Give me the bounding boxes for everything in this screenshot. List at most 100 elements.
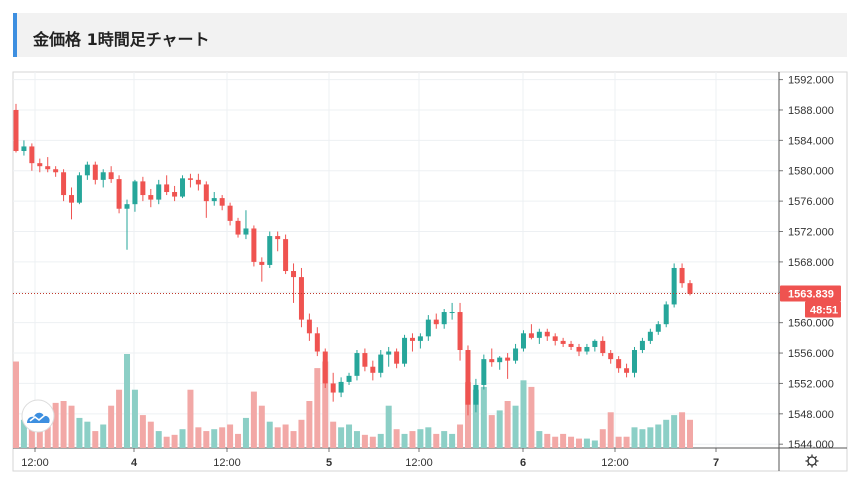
candle-body[interactable] bbox=[687, 283, 693, 294]
candle-body[interactable] bbox=[600, 340, 606, 354]
candle-body[interactable] bbox=[417, 336, 423, 341]
candle-body[interactable] bbox=[449, 312, 455, 314]
volume-bar bbox=[147, 421, 154, 448]
candle-body[interactable] bbox=[552, 336, 558, 341]
volume-bar bbox=[647, 427, 654, 448]
candle-body[interactable] bbox=[69, 195, 75, 203]
candle-body[interactable] bbox=[663, 304, 669, 325]
candle-body[interactable] bbox=[679, 267, 685, 284]
candle-body[interactable] bbox=[338, 381, 344, 393]
candle-body[interactable] bbox=[172, 192, 178, 197]
candle-body[interactable] bbox=[108, 172, 114, 180]
candle-body[interactable] bbox=[497, 357, 503, 363]
candle-body[interactable] bbox=[100, 172, 106, 180]
candle-body[interactable] bbox=[560, 340, 566, 344]
candle-body[interactable] bbox=[187, 178, 193, 180]
volume-bar bbox=[242, 417, 249, 448]
candle-body[interactable] bbox=[568, 343, 574, 347]
volume-bar bbox=[393, 429, 400, 448]
x-tick-label: 12:00 bbox=[405, 457, 433, 469]
candle-body[interactable] bbox=[124, 204, 130, 209]
candle-body[interactable] bbox=[164, 184, 170, 193]
volume-bar bbox=[369, 436, 376, 448]
candle-body[interactable] bbox=[322, 351, 328, 384]
candle-body[interactable] bbox=[631, 350, 637, 373]
candle-body[interactable] bbox=[394, 351, 400, 364]
candle-body[interactable] bbox=[180, 178, 186, 197]
candle-body[interactable] bbox=[116, 179, 122, 209]
candle-body[interactable] bbox=[148, 195, 154, 200]
settings-gear-icon[interactable] bbox=[807, 456, 817, 466]
candle-body[interactable] bbox=[362, 353, 368, 367]
candle-body[interactable] bbox=[243, 228, 249, 235]
candle-body[interactable] bbox=[45, 166, 51, 170]
candle-body[interactable] bbox=[473, 384, 479, 405]
candle-body[interactable] bbox=[616, 359, 622, 369]
volume-bar bbox=[575, 438, 582, 448]
candle-body[interactable] bbox=[624, 368, 630, 373]
candle-body[interactable] bbox=[195, 179, 201, 185]
candle-body[interactable] bbox=[132, 181, 138, 205]
volume-bar bbox=[28, 429, 35, 448]
candle-body[interactable] bbox=[544, 331, 550, 337]
candle-body[interactable] bbox=[227, 205, 233, 221]
candle-body[interactable] bbox=[481, 359, 487, 385]
candle-body[interactable] bbox=[219, 198, 225, 206]
candle-body[interactable] bbox=[441, 312, 447, 325]
candle-body[interactable] bbox=[520, 333, 526, 349]
candle-body[interactable] bbox=[465, 350, 471, 405]
volume-bar bbox=[568, 436, 575, 448]
candle-body[interactable] bbox=[259, 261, 265, 265]
candle-body[interactable] bbox=[536, 331, 542, 338]
candle-body[interactable] bbox=[457, 312, 463, 351]
candle-body[interactable] bbox=[211, 198, 217, 202]
candle-body[interactable] bbox=[528, 333, 534, 338]
candle-body[interactable] bbox=[354, 353, 360, 376]
candle-body[interactable] bbox=[298, 277, 304, 320]
candle-body[interactable] bbox=[402, 337, 408, 364]
candle-body[interactable] bbox=[13, 109, 19, 151]
candle-body[interactable] bbox=[647, 331, 653, 341]
candle-body[interactable] bbox=[655, 324, 661, 332]
candle-body[interactable] bbox=[346, 375, 352, 382]
candle-body[interactable] bbox=[584, 346, 590, 352]
candle-body[interactable] bbox=[76, 175, 82, 203]
candle-body[interactable] bbox=[433, 319, 439, 325]
candle-body[interactable] bbox=[608, 353, 614, 360]
candle-body[interactable] bbox=[61, 172, 67, 196]
candle-body[interactable] bbox=[275, 236, 281, 240]
candle-body[interactable] bbox=[156, 184, 162, 200]
candle-body[interactable] bbox=[291, 271, 297, 278]
candle-body[interactable] bbox=[425, 319, 431, 337]
candle-body[interactable] bbox=[513, 348, 519, 361]
candle-body[interactable] bbox=[386, 351, 392, 355]
candle-body[interactable] bbox=[251, 228, 257, 262]
candle-body[interactable] bbox=[203, 184, 209, 202]
candle-body[interactable] bbox=[671, 267, 677, 305]
candle-body[interactable] bbox=[235, 220, 241, 235]
candle-body[interactable] bbox=[37, 163, 43, 167]
candle-body[interactable] bbox=[92, 164, 98, 180]
volume-bar bbox=[504, 401, 511, 448]
volume-bar bbox=[258, 405, 265, 448]
candle-body[interactable] bbox=[314, 333, 320, 352]
candle-body[interactable] bbox=[330, 383, 336, 393]
candle-body[interactable] bbox=[409, 337, 415, 341]
candle-body[interactable] bbox=[53, 169, 59, 173]
candle-body[interactable] bbox=[283, 239, 289, 272]
candle-body[interactable] bbox=[140, 181, 146, 196]
candle-body[interactable] bbox=[505, 357, 511, 361]
candle-body[interactable] bbox=[592, 340, 598, 347]
candle-body[interactable] bbox=[29, 146, 35, 164]
candle-body[interactable] bbox=[370, 366, 376, 373]
x-tick-label: 6 bbox=[520, 457, 526, 469]
candle-body[interactable] bbox=[639, 340, 645, 351]
candle-body[interactable] bbox=[489, 359, 495, 363]
candle-body[interactable] bbox=[84, 164, 90, 176]
candle-body[interactable] bbox=[576, 346, 582, 352]
candle-body[interactable] bbox=[267, 236, 273, 265]
candle-body[interactable] bbox=[378, 354, 384, 373]
candle-body[interactable] bbox=[21, 146, 27, 151]
candle-body[interactable] bbox=[306, 319, 312, 334]
